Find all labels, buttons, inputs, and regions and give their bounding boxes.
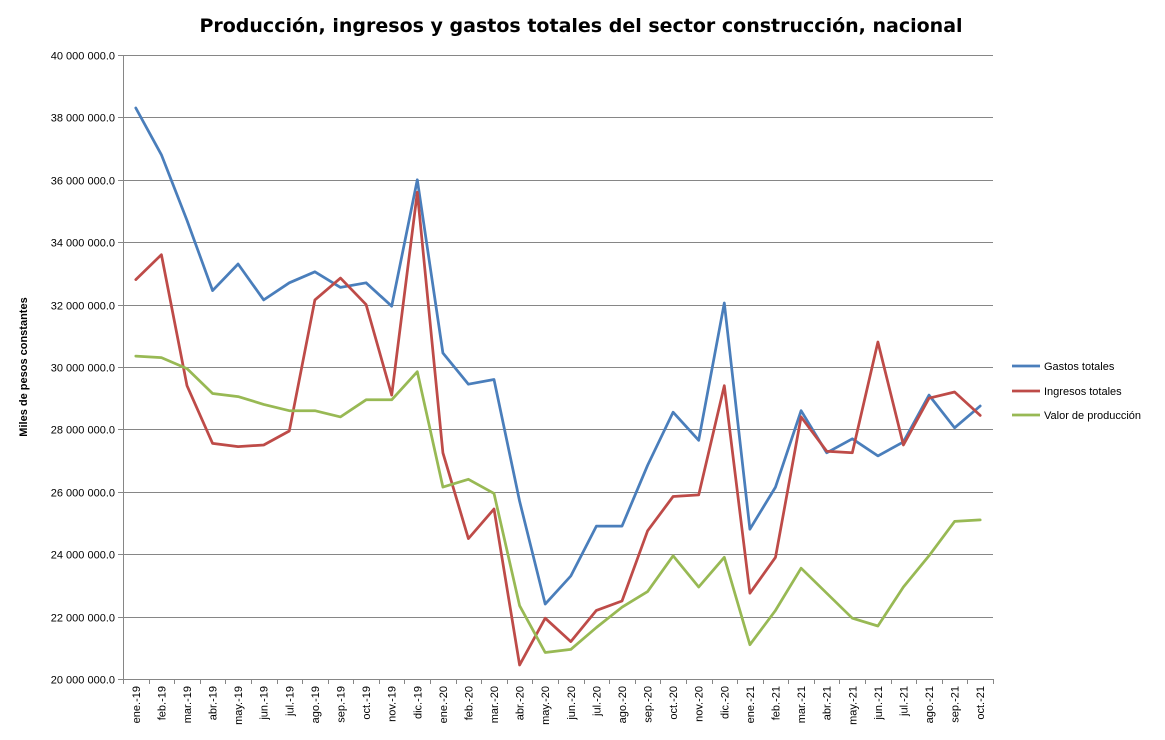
legend-label: Valor de producción xyxy=(1044,410,1141,422)
x-axis-ticks: ene.-19 feb.-19 mar.-19 abr.-19 may.-19 jun.-… xyxy=(123,679,994,725)
x-tick-label: abr.-20 xyxy=(515,686,527,720)
series-line-1 xyxy=(134,106,982,606)
series-line-3 xyxy=(134,354,982,654)
x-tick-label: sep.-21 xyxy=(950,686,962,723)
x-tick-label: mar.-19 xyxy=(182,686,194,723)
x-tick-label: abr.-19 xyxy=(208,686,220,720)
x-tick-label: mar.-20 xyxy=(489,686,501,723)
x-tick-label: jun.-21 xyxy=(873,686,885,721)
x-tick-label: abr.-21 xyxy=(822,686,834,720)
legend-label: Ingresos totales xyxy=(1044,386,1122,398)
chart-title: Producción, ingresos y gastos totales de… xyxy=(199,15,962,37)
x-tick-label: ago.-21 xyxy=(924,686,936,723)
x-tick-label: jul.-20 xyxy=(591,686,603,717)
y-tick-label: 30 000 000.0 xyxy=(51,363,115,375)
legend-label: Gastos totales xyxy=(1044,361,1115,373)
x-tick-label: mar.-21 xyxy=(796,686,808,723)
x-tick-label: ago.-20 xyxy=(617,686,629,723)
gridlines xyxy=(123,55,993,618)
x-tick-label: dic.-19 xyxy=(412,686,424,719)
x-tick-label: sep.-20 xyxy=(643,686,655,723)
x-tick-label: feb.-19 xyxy=(156,686,168,720)
x-tick-label: feb.-21 xyxy=(771,686,783,720)
x-tick-label: feb.-20 xyxy=(463,686,475,720)
series-line-2 xyxy=(134,190,982,667)
series-lines xyxy=(134,106,982,667)
y-tick-label: 40 000 000.0 xyxy=(51,51,115,63)
y-tick-label: 38 000 000.0 xyxy=(51,113,115,125)
x-tick-label: nov.-20 xyxy=(694,686,706,722)
y-tick-label: 36 000 000.0 xyxy=(51,176,115,188)
x-tick-label: oct.-20 xyxy=(668,686,680,720)
x-tick-label: oct.-19 xyxy=(361,686,373,720)
y-tick-label: 26 000 000.0 xyxy=(51,488,115,500)
x-tick-label: may.-19 xyxy=(233,686,245,725)
x-tick-label: jun.-20 xyxy=(566,686,578,721)
x-tick-label: jul.-21 xyxy=(898,686,910,717)
x-tick-label: jun.-19 xyxy=(259,686,271,721)
y-tick-label: 22 000 000.0 xyxy=(51,613,115,625)
y-tick-label: 34 000 000.0 xyxy=(51,238,115,250)
x-tick-label: ene.-20 xyxy=(438,686,450,723)
y-tick-label: 32 000 000.0 xyxy=(51,301,115,313)
x-tick-label: ene.-21 xyxy=(745,686,757,723)
x-tick-label: nov.-19 xyxy=(387,686,399,722)
x-tick-label: may.-21 xyxy=(847,686,859,725)
y-axis-ticks: 20 000 000.0 22 000 000.0 24 000 000.0 26 0… xyxy=(51,51,123,687)
x-tick-label: oct.-21 xyxy=(975,686,987,720)
y-tick-label: 24 000 000.0 xyxy=(51,550,115,562)
x-tick-label: jul.-19 xyxy=(284,686,296,717)
x-tick-label: may.-20 xyxy=(540,686,552,725)
y-tick-label: 28 000 000.0 xyxy=(51,425,115,437)
x-tick-label: sep.-19 xyxy=(336,686,348,723)
y-axis-label: Miles de pesos constantes xyxy=(18,297,30,436)
x-tick-label: ago.-19 xyxy=(310,686,322,723)
y-tick-label: 20 000 000.0 xyxy=(51,675,115,687)
x-tick-label: dic.-20 xyxy=(719,686,731,719)
x-tick-label: ene.-19 xyxy=(131,686,143,723)
legend: Gastos totales Ingresos totales Valor de p… xyxy=(1012,361,1141,422)
